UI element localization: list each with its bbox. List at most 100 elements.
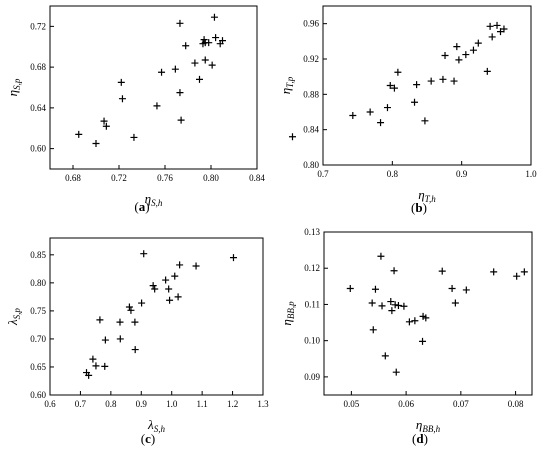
data-point xyxy=(92,140,100,148)
data-point xyxy=(381,352,389,360)
data-point xyxy=(196,75,203,83)
data-point xyxy=(366,108,374,116)
data-point xyxy=(212,34,220,42)
x-tick-label: 0.9 xyxy=(136,399,148,409)
panel-caption-b: (b) xyxy=(411,200,427,215)
data-point xyxy=(462,286,470,294)
data-point xyxy=(92,362,100,370)
data-point xyxy=(192,262,200,270)
x-tick-label: 0.76 xyxy=(157,173,173,183)
x-tick-label: 0.72 xyxy=(111,173,127,183)
data-point xyxy=(520,268,528,276)
data-point xyxy=(371,285,379,293)
data-point xyxy=(474,39,482,47)
x-tick-label: 1.0 xyxy=(525,169,537,179)
x-tick-label: 0.8 xyxy=(387,169,399,179)
data-point xyxy=(451,299,459,307)
data-point xyxy=(346,285,354,293)
data-point xyxy=(140,250,148,258)
data-point xyxy=(368,299,376,307)
data-point xyxy=(288,133,296,141)
y-tick-label: 0.85 xyxy=(30,250,46,260)
y-axis-label: ηT,p xyxy=(278,76,295,94)
data-point xyxy=(149,282,157,290)
data-point xyxy=(383,104,391,112)
data-point xyxy=(390,84,398,92)
data-point xyxy=(171,65,179,73)
data-point xyxy=(208,61,216,69)
data-point xyxy=(117,78,125,86)
data-point xyxy=(158,68,166,76)
data-point xyxy=(118,95,126,103)
y-tick-label: 0.10 xyxy=(304,336,320,346)
data-point xyxy=(176,261,184,269)
plot-frame xyxy=(323,231,533,396)
data-point xyxy=(151,285,159,293)
data-point xyxy=(411,317,419,325)
y-tick-label: 0.72 xyxy=(30,21,46,31)
x-tick-label: 0.6 xyxy=(44,399,56,409)
y-tick-label: 0.64 xyxy=(30,103,46,113)
data-point xyxy=(391,301,399,309)
data-point xyxy=(438,267,446,275)
x-tick-label: 0.80 xyxy=(203,173,219,183)
y-tick-label: 0.92 xyxy=(303,54,319,64)
data-point xyxy=(488,33,496,41)
data-point xyxy=(131,346,139,354)
panel-caption-d: (d) xyxy=(412,431,428,446)
data-point xyxy=(493,21,501,29)
x-tick-label: 0.7 xyxy=(317,169,329,179)
x-tick-label: 0.68 xyxy=(65,173,81,183)
data-point xyxy=(422,314,430,322)
plot-frame xyxy=(322,5,532,166)
data-point xyxy=(116,335,124,343)
data-point xyxy=(483,67,491,75)
x-axis-label: λS,h xyxy=(147,417,165,434)
data-point xyxy=(101,362,109,370)
data-point xyxy=(96,316,104,324)
x-tick-label: 0.7 xyxy=(75,399,87,409)
data-point xyxy=(448,285,456,293)
x-tick-label: 0.84 xyxy=(249,173,265,183)
x-tick-label: 1.1 xyxy=(197,399,208,409)
data-point xyxy=(377,252,385,260)
data-point xyxy=(165,285,173,293)
data-point xyxy=(405,318,413,326)
y-tick-label: 0.80 xyxy=(30,278,46,288)
x-axis-label: ηBB,h xyxy=(416,417,441,434)
data-point xyxy=(201,56,209,64)
y-tick-label: 0.88 xyxy=(303,89,319,99)
y-tick-label: 0.13 xyxy=(304,227,320,237)
data-point xyxy=(400,302,408,310)
y-tick-label: 0.75 xyxy=(30,306,46,316)
y-tick-label: 0.65 xyxy=(30,362,46,372)
data-point xyxy=(378,302,386,310)
data-point xyxy=(387,298,395,306)
data-point xyxy=(455,56,463,64)
data-point xyxy=(369,326,377,334)
data-point xyxy=(411,98,419,106)
data-point xyxy=(210,13,218,21)
y-axis-label: ηS,p xyxy=(5,78,22,96)
data-point xyxy=(349,112,357,120)
y-tick-label: 0.96 xyxy=(303,19,319,29)
data-point xyxy=(486,22,494,30)
data-point xyxy=(392,368,400,376)
data-point xyxy=(101,336,109,344)
x-tick-label: 0.06 xyxy=(398,399,414,409)
panel-caption-a: (a) xyxy=(134,199,149,214)
x-tick-label: 0.08 xyxy=(508,399,524,409)
data-point xyxy=(177,116,185,124)
data-point xyxy=(388,307,396,315)
data-point xyxy=(162,276,170,284)
data-point xyxy=(462,51,470,59)
data-point xyxy=(174,293,182,301)
data-point xyxy=(205,39,213,47)
data-point xyxy=(413,81,421,89)
x-tick-label: 0.05 xyxy=(343,399,359,409)
scatter-panel-b: 0.7 0.8 0.9 1.0 0.80 0.84 0.88 0.92 0.96 ηT,h ηT,p… xyxy=(278,5,537,215)
data-point xyxy=(116,318,124,326)
data-point xyxy=(469,46,477,54)
x-tick-label: 0.8 xyxy=(105,399,117,409)
y-axis-label: λS,p xyxy=(5,308,22,326)
